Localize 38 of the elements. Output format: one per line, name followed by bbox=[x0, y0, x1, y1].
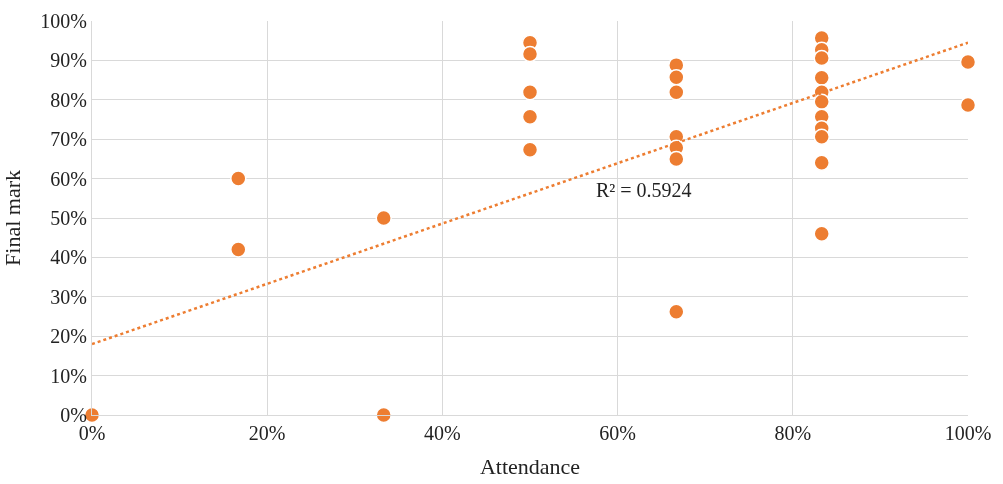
point bbox=[375, 406, 392, 424]
point bbox=[668, 303, 685, 321]
annotation: R² = 0.5924 bbox=[596, 179, 692, 201]
point bbox=[959, 53, 977, 71]
point bbox=[230, 241, 247, 258]
y-tick-label: 50% bbox=[50, 207, 87, 229]
point bbox=[521, 141, 539, 159]
point bbox=[230, 170, 247, 187]
point bbox=[668, 84, 685, 101]
y-tick-label: 90% bbox=[50, 49, 87, 72]
point bbox=[813, 128, 830, 146]
point bbox=[521, 84, 539, 101]
point bbox=[668, 69, 685, 86]
y-tick-label: 80% bbox=[50, 88, 87, 111]
x-tick-label: 60% bbox=[599, 422, 636, 444]
y-tick-label: 40% bbox=[50, 246, 87, 269]
point bbox=[521, 108, 539, 125]
point bbox=[813, 154, 830, 172]
x-axis-title: Attendance bbox=[479, 453, 581, 479]
x-tick-label: 40% bbox=[424, 422, 461, 444]
point bbox=[521, 45, 539, 63]
y-tick-label: 10% bbox=[50, 364, 87, 387]
point bbox=[813, 49, 830, 67]
point bbox=[959, 96, 977, 114]
y-tick-label: 20% bbox=[50, 325, 87, 348]
x-tick-label: 100% bbox=[944, 422, 992, 444]
point bbox=[668, 150, 685, 168]
y-axis-title: Final mark bbox=[0, 170, 25, 266]
point bbox=[813, 225, 830, 242]
y-tick-label: 30% bbox=[50, 285, 87, 308]
point bbox=[375, 209, 392, 227]
point bbox=[813, 93, 830, 111]
y-tick-label: 60% bbox=[50, 167, 87, 190]
x-tick-label: 80% bbox=[774, 422, 812, 444]
x-tick-label: 20% bbox=[248, 422, 286, 444]
point bbox=[813, 69, 830, 86]
y-tick-label: 100% bbox=[40, 10, 87, 32]
y-tick-label: 70% bbox=[50, 128, 87, 151]
